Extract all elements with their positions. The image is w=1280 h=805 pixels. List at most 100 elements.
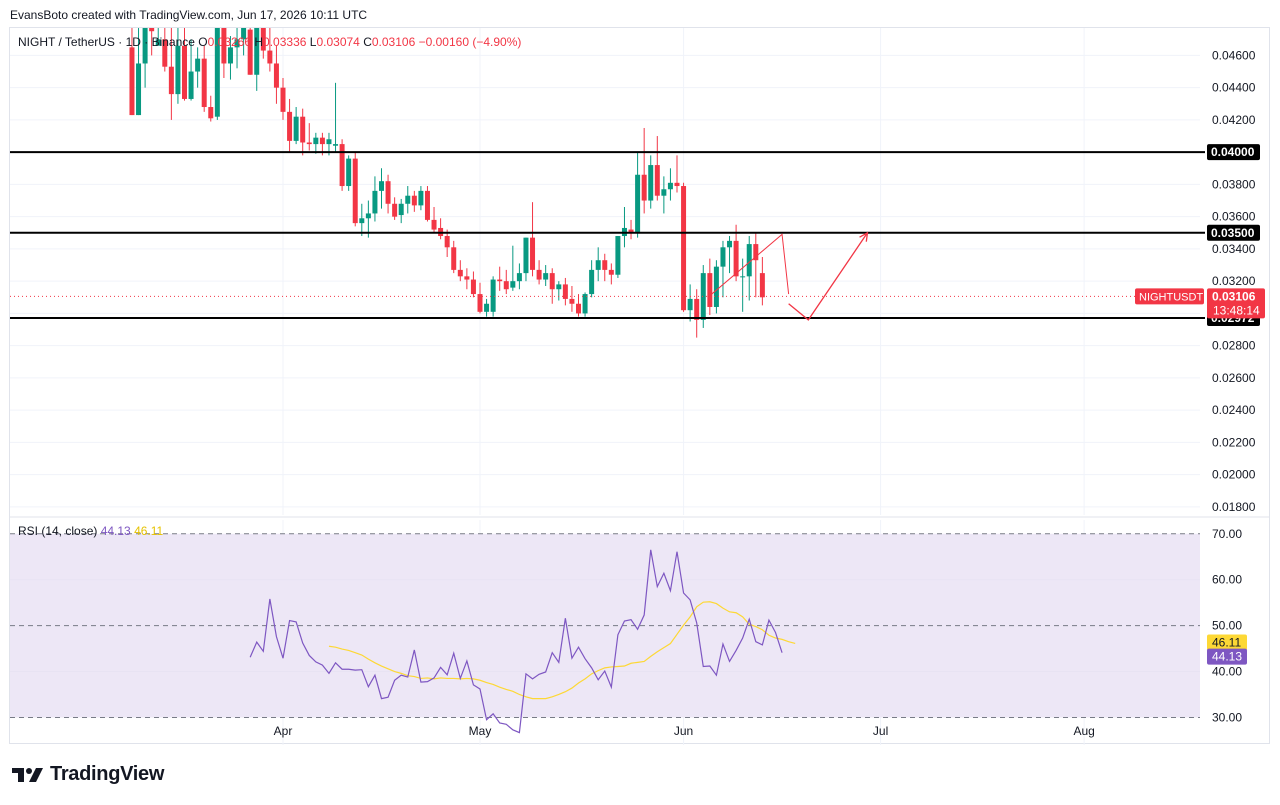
candle-body <box>510 281 516 288</box>
candle-body <box>576 303 581 314</box>
price-axis-tick: 0.04400 <box>1212 81 1256 95</box>
price-axis-tick: 0.02000 <box>1212 468 1256 482</box>
candle-body <box>195 58 201 72</box>
level-price-label: 0.03500 <box>1211 226 1255 240</box>
candle-body <box>556 284 562 290</box>
candle-body <box>359 218 365 224</box>
price-axis-tick: 0.02400 <box>1212 403 1256 417</box>
candle-body <box>280 87 286 112</box>
candle-body <box>208 107 214 119</box>
candle-body <box>641 174 647 201</box>
candle-body <box>713 266 719 307</box>
time-axis-label: Jun <box>674 724 693 738</box>
candle-body <box>392 203 398 217</box>
open-value: 0.03266 <box>207 35 252 49</box>
candle-body <box>457 269 463 277</box>
candle-body <box>628 229 634 233</box>
chart-frame <box>9 27 1270 744</box>
candle-body <box>379 181 384 191</box>
candle-body <box>234 39 240 48</box>
candle-body <box>530 237 536 270</box>
candle-body <box>694 298 700 320</box>
candle-body <box>516 273 522 282</box>
rsi-ma-line <box>328 601 796 700</box>
rsi-ma-tag: 46.11 <box>1212 635 1241 649</box>
candle-body <box>497 279 503 282</box>
candle-body <box>753 244 759 261</box>
candle-body <box>635 174 641 233</box>
close-value: 0.03106 <box>371 35 416 49</box>
candle-body <box>260 28 266 51</box>
candle-body <box>142 28 148 64</box>
candle-body <box>313 137 319 145</box>
candle-body <box>733 240 739 277</box>
rsi-axis-tick: 70.00 <box>1212 527 1242 541</box>
candle-body <box>549 273 555 290</box>
price-axis-tick: 0.02600 <box>1212 371 1256 385</box>
candle-body <box>661 189 667 196</box>
candle-body <box>746 244 752 277</box>
candle-body <box>424 190 430 220</box>
candle-body <box>306 142 312 145</box>
candle-body <box>431 219 437 230</box>
tradingview-logo-icon <box>12 767 43 782</box>
candle-body <box>615 236 621 275</box>
candle-body <box>700 273 706 320</box>
candle-body <box>136 63 142 116</box>
open-label: O <box>198 35 208 49</box>
time-axis-label: Jul <box>873 724 888 738</box>
rsi-axis-tick: 30.00 <box>1212 710 1242 724</box>
candle-body <box>175 45 181 95</box>
time-axis-label: May <box>469 724 492 738</box>
rsi-legend: RSI (14, close) 44.13 46.11 <box>18 524 163 538</box>
candle-body <box>267 50 273 64</box>
candle-body <box>398 203 404 216</box>
projection-arrowhead <box>859 231 869 242</box>
tradingview-logo[interactable]: TradingView <box>12 763 164 786</box>
candle-body <box>201 58 207 108</box>
candle-body <box>477 294 483 312</box>
candle-body <box>464 276 470 280</box>
candle-body <box>346 158 352 187</box>
candle-body <box>674 182 680 187</box>
candle-body <box>333 144 339 146</box>
candle-body <box>227 47 233 64</box>
candle-body <box>707 273 713 307</box>
price-axis-tick: 0.01800 <box>1212 500 1256 514</box>
rsi-tag: 44.13 <box>1212 650 1242 664</box>
candle-body <box>418 190 424 206</box>
symbol-label[interactable]: NIGHT / TetherUS · 1D · Binance <box>18 35 195 49</box>
chart-attribution: EvansBoto created with TradingView.com, … <box>10 8 368 22</box>
candle-body <box>352 158 358 224</box>
candle-body <box>536 269 542 280</box>
rsi-title[interactable]: RSI (14, close) <box>18 524 98 538</box>
candle-body <box>214 28 220 117</box>
candle-body <box>155 39 161 46</box>
rsi-axis-tick: 60.00 <box>1212 573 1242 587</box>
candle-body <box>365 213 371 219</box>
candle-body <box>490 279 496 312</box>
price-axis-tick: 0.03600 <box>1212 210 1256 224</box>
candle-body <box>339 144 345 187</box>
candle-body <box>720 247 726 267</box>
price-legend: NIGHT / TetherUS · 1D · Binance O0.03266… <box>18 35 521 49</box>
candle-body <box>602 260 608 270</box>
candle-body <box>287 111 293 141</box>
candle-body <box>254 28 260 75</box>
candle-body <box>470 279 476 295</box>
price-axis-tick: 0.02200 <box>1212 435 1256 449</box>
candle-body <box>740 276 746 278</box>
time-axis-label: Apr <box>274 724 293 738</box>
candle-body <box>385 181 391 204</box>
rsi-line <box>249 549 783 734</box>
candle-body <box>503 281 509 290</box>
candle-body <box>182 45 187 99</box>
countdown-tag: 13:48:14 <box>1213 303 1260 317</box>
candle-body <box>687 298 693 311</box>
last-price-tag-bg <box>1207 288 1265 319</box>
price-axis-tick: 0.04200 <box>1212 113 1256 127</box>
price-axis-tick: 0.04600 <box>1212 48 1256 62</box>
candle-body <box>654 165 660 196</box>
high-label: H <box>254 35 264 49</box>
